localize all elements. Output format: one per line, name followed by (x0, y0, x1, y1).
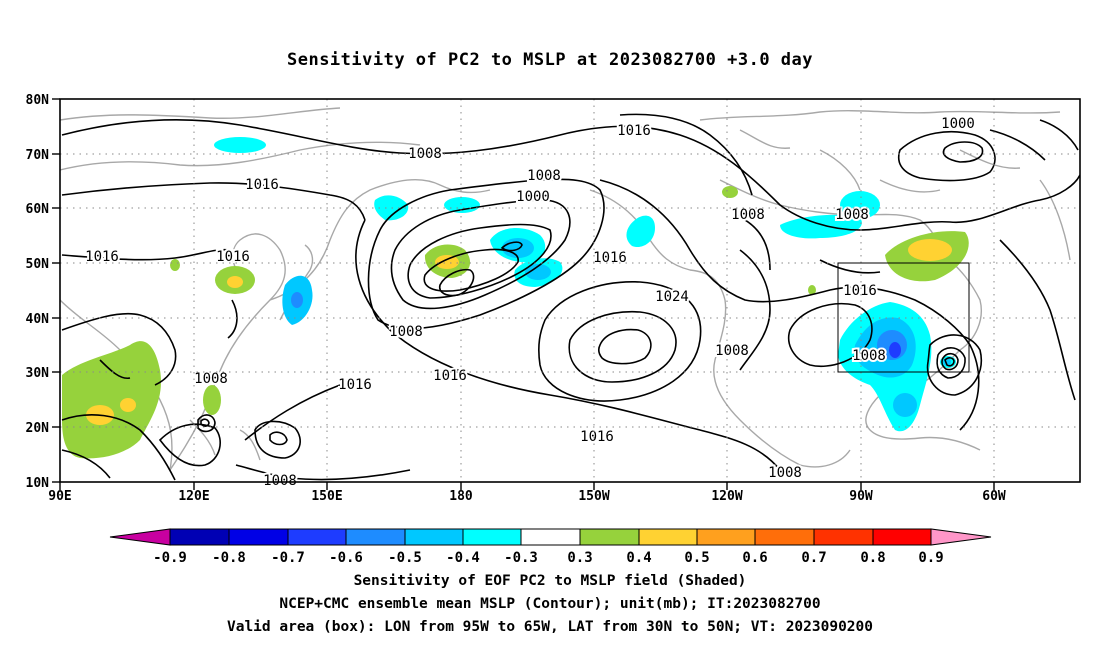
lat-label: 60N (26, 202, 50, 217)
contour-labels: 1008 1016 1000 1016 1008 1008 1016 1016 … (83, 114, 977, 491)
colorbar-box (754, 528, 815, 546)
lat-labels: 80N 70N 60N 50N 40N 30N 20N 10N (26, 93, 50, 491)
contour-label: 1016 (338, 377, 372, 393)
colorbar-label: 0.4 (626, 550, 651, 566)
contour-label: 1008 (194, 371, 228, 387)
colorbar-label: 0.7 (801, 550, 826, 566)
colorbar-box (813, 528, 874, 546)
contour-label: 1008 (389, 324, 423, 340)
colorbar-box (462, 528, 522, 546)
colorbar (109, 528, 992, 546)
lon-label: 180 (449, 489, 473, 504)
lon-label: 150W (578, 489, 609, 504)
contour-label: 1008 (715, 343, 749, 359)
lat-label: 50N (26, 257, 50, 272)
contour-label: 1008 (263, 473, 297, 489)
valid-area-box (837, 262, 970, 373)
contour-label: 1016 (216, 249, 250, 265)
lat-label: 40N (26, 312, 50, 327)
colorbar-box (520, 528, 581, 546)
colorbar-label: -0.5 (388, 550, 422, 566)
colorbar-label: 0.8 (860, 550, 885, 566)
lat-label: 30N (26, 366, 50, 381)
coastlines (60, 107, 1071, 471)
colorbar-label: 0.3 (567, 550, 592, 566)
colorbar-label: 0.9 (918, 550, 943, 566)
lat-label: 20N (26, 421, 50, 436)
axis-ticks (52, 98, 995, 490)
contour-label: 1016 (843, 283, 877, 299)
shaded-sensitivity (62, 137, 969, 459)
colorbar-box (228, 528, 289, 546)
lat-label: 70N (26, 148, 50, 163)
colorbar-low-cap (109, 528, 171, 546)
lon-label: 90W (849, 489, 873, 504)
footer-line-2: NCEP+CMC ensemble mean MSLP (Contour); u… (279, 596, 821, 612)
contour-label: 1016 (245, 177, 279, 193)
colorbar-labels: -0.9 -0.8 -0.7 -0.6 -0.5 -0.4 -0.3 0.3 0… (153, 550, 944, 566)
colorbar-label: 0.6 (742, 550, 767, 566)
contour-label: 1008 (835, 207, 869, 223)
footer-line-3: Valid area (box): LON from 95W to 65W, L… (226, 619, 873, 635)
contour-label: 1016 (593, 250, 627, 266)
contour-label: 1016 (433, 368, 467, 384)
colorbar-label: -0.4 (446, 550, 480, 566)
colorbar-label: -0.8 (212, 550, 246, 566)
contour-label: 1008 (852, 348, 886, 364)
footer-line-1: Sensitivity of EOF PC2 to MSLP field (Sh… (353, 573, 747, 589)
contour-label: 1024 (655, 289, 689, 305)
contour-label: 1008 (768, 465, 802, 481)
lon-labels: 90E 120E 150E 180 150W 120W 90W 60W (48, 489, 1006, 504)
gridlines (60, 99, 1080, 482)
lat-label: 10N (26, 476, 50, 491)
contour-label: 1016 (580, 429, 614, 445)
contour-label: 1016 (85, 249, 119, 265)
colorbar-box (638, 528, 698, 546)
colorbar-box (579, 528, 640, 546)
colorbar-label: -0.6 (329, 550, 363, 566)
lon-label: 90E (48, 489, 71, 504)
colorbar-box (872, 528, 932, 546)
lon-label: 60W (982, 489, 1006, 504)
contour-label: 1016 (617, 123, 651, 139)
lon-label: 120E (178, 489, 209, 504)
lat-label: 80N (26, 93, 50, 108)
colorbar-label: -0.3 (504, 550, 538, 566)
contour-label: 1000 (516, 189, 550, 205)
colorbar-box (404, 528, 464, 546)
lon-label: 150E (311, 489, 342, 504)
colorbar-high-cap (930, 528, 992, 546)
plot-frame (59, 98, 1081, 483)
colorbar-box (169, 528, 230, 546)
colorbar-box (696, 528, 756, 546)
contour-label: 1008 (527, 168, 561, 184)
chart-title: Sensitivity of PC2 to MSLP at 2023082700… (286, 50, 813, 70)
colorbar-label: 0.5 (684, 550, 709, 566)
colorbar-box (345, 528, 406, 546)
lon-label: 120W (711, 489, 742, 504)
isobar-contours (61, 113, 1080, 481)
colorbar-label: -0.9 (153, 550, 187, 566)
contour-label: 1000 (941, 116, 975, 132)
colorbar-label: -0.7 (271, 550, 305, 566)
colorbar-box (287, 528, 347, 546)
contour-label: 1008 (731, 207, 765, 223)
